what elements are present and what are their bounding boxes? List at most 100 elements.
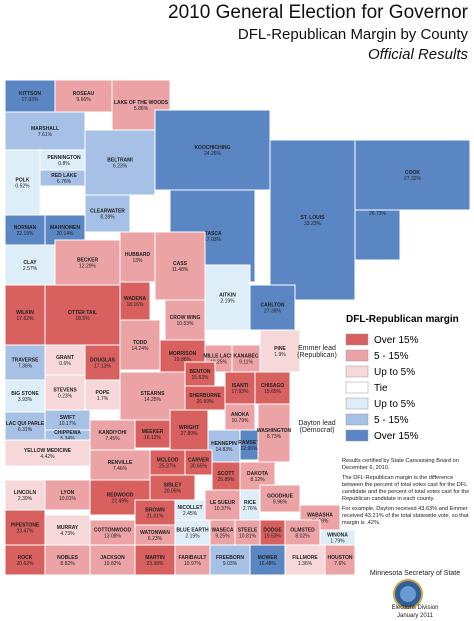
county-name: MORRISON	[169, 351, 197, 357]
county-name: FILLMORE	[292, 555, 318, 561]
county-margin: 6.23%	[113, 164, 128, 170]
county-name: WASECA	[212, 528, 234, 534]
county	[204, 264, 251, 331]
county-margin: 10.01%	[59, 496, 77, 502]
county	[149, 449, 186, 476]
county-name: POPE	[96, 390, 111, 396]
county	[89, 419, 136, 451]
county	[44, 479, 91, 511]
county-name: MARTIN	[145, 555, 165, 561]
county-margin: 1.9%	[274, 352, 286, 358]
county	[134, 499, 176, 526]
county-margin: 16.48%	[259, 561, 277, 567]
county	[249, 284, 296, 331]
county-margin: 15.63%	[192, 375, 210, 381]
county-margin: 22.19%	[17, 231, 35, 237]
county-name: CHIPPEWA	[54, 430, 81, 436]
county-margin: 13.08%	[104, 534, 122, 540]
county	[209, 544, 251, 576]
county-name: MILLE LACS	[204, 354, 235, 360]
county-margin: 12.29%	[79, 264, 97, 270]
county	[119, 319, 161, 371]
county-margin: 27.89%	[181, 431, 199, 437]
county	[211, 461, 241, 491]
subtitle: DFL-Republican Margin by County	[237, 26, 468, 43]
county-margin: 0.52%	[15, 184, 30, 190]
legend-swatch	[345, 349, 369, 362]
division: Elections Division	[391, 605, 439, 611]
county-name: GRANT	[56, 355, 74, 361]
county-margin: 6.31%	[18, 427, 33, 433]
county-margin: 27.38%	[264, 309, 282, 315]
county-name: TODD	[133, 340, 147, 346]
county	[224, 371, 256, 405]
county-margin: 21.01%	[147, 514, 165, 520]
county	[149, 474, 196, 501]
county	[119, 281, 151, 321]
county-margin: 26.73%	[369, 211, 387, 217]
legend-label: 5 - 15%	[374, 351, 409, 362]
county-name: WADENA	[124, 296, 147, 302]
county	[254, 371, 291, 405]
county-name: PIPESTONE	[11, 523, 40, 529]
county-name: ITASCA	[203, 231, 222, 237]
county-name: MEEKER	[142, 429, 164, 435]
county-margin: 2.76%	[243, 506, 258, 512]
county-margin: 20.62%	[17, 561, 35, 567]
county-margin: 9.03%	[223, 561, 238, 567]
county-name: ANOKA	[231, 412, 250, 418]
county-name: MARSHALL	[31, 126, 59, 132]
county-name: PENNINGTON	[47, 155, 81, 161]
legend-label: Up to 5%	[374, 399, 415, 410]
county-name: REDWOOD	[107, 493, 134, 499]
legend-swatch	[345, 413, 369, 426]
county-name: BELTRAMI	[107, 158, 133, 164]
county-margin: 1.7%	[97, 396, 109, 402]
county-margin: 23.38%	[147, 561, 165, 567]
county-margin: 23.47%	[17, 529, 35, 535]
county-name: HENNEPIN	[211, 441, 237, 447]
county-margin: 18.5%	[75, 316, 90, 322]
county	[259, 329, 301, 373]
county	[184, 449, 213, 476]
county-name: CROW WING	[170, 315, 201, 321]
county-name: AITKIN	[219, 293, 236, 299]
county	[4, 111, 86, 151]
county	[169, 409, 209, 451]
county-margin: 4.42%	[40, 454, 55, 460]
county-margin: 10.82%	[104, 561, 122, 567]
county-name: HUBBARD	[125, 252, 151, 258]
county-margin: 10.79%	[232, 418, 250, 424]
county	[4, 79, 56, 113]
county-name: BLUE EARTH	[176, 528, 209, 534]
county-margin: 7.36%	[18, 364, 33, 370]
county-margin: 7.46%	[113, 466, 128, 472]
county	[84, 379, 121, 411]
county	[269, 139, 356, 301]
county-margin: 1.36%	[298, 561, 313, 567]
county-name: TRAVERSE	[12, 358, 40, 364]
county	[54, 239, 121, 286]
county	[44, 374, 86, 411]
county-name: ST. LOUIS	[301, 215, 326, 221]
county-name: MAHNOMEN	[50, 225, 80, 231]
county-name: KANDIYOHI	[98, 430, 127, 436]
county-name: WATONWAN	[140, 530, 170, 536]
county-name: WABASHA	[307, 513, 333, 519]
county-name: BENTON	[189, 369, 210, 375]
county-name: LINCOLN	[14, 490, 37, 496]
county-margin: 13%	[132, 258, 143, 264]
county-margin: 9.96%	[273, 500, 288, 506]
legend-swatch	[345, 429, 369, 442]
county-name: NORMAN	[14, 225, 37, 231]
legend-swatch	[345, 381, 369, 394]
county-margin: 17.13%	[94, 364, 112, 370]
agency: Minnesota Secretary of State	[369, 570, 461, 577]
county	[224, 403, 256, 431]
county-margin: 8.82%	[60, 561, 75, 567]
county-margin: 7.61%	[38, 132, 53, 138]
county-name: STEELE	[238, 528, 258, 534]
county-margin: 5.34%	[60, 436, 75, 442]
